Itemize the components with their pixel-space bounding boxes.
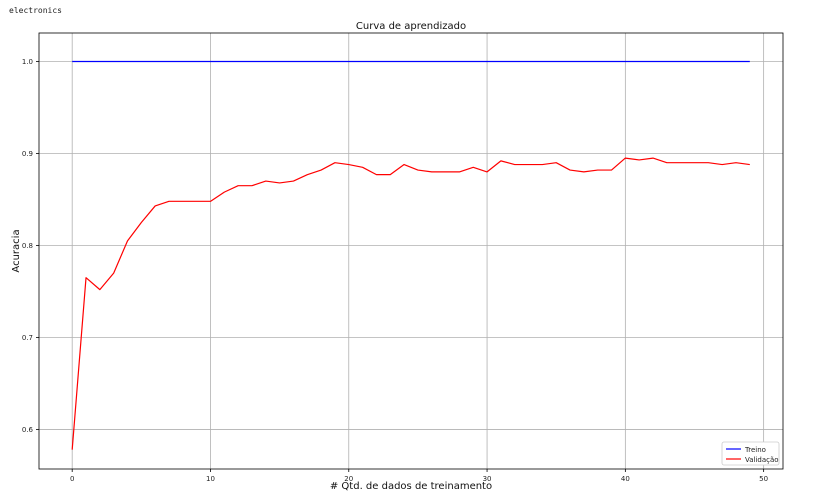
axis-ticks: 0 10 20 30 40 50 0.6 0.7 0.8 0.9 1.0 [22,58,768,483]
y-tick-label: 0.8 [22,242,33,250]
stdout-text: electronics [9,6,62,15]
legend: Treino Validação [721,441,780,466]
y-tick-label: 1.0 [22,58,33,66]
series-lines [71,60,750,450]
y-axis-label: Acuracia [11,229,22,272]
chart-title: Curva de aprendizado [356,21,466,32]
x-tick-label: 0 [70,475,74,483]
axes-frame [38,32,784,470]
legend-label-treino: Treino [744,446,766,454]
grid [39,33,783,469]
y-tick-label: 0.6 [22,426,34,434]
x-tick-label: 10 [206,475,215,483]
x-axis-label: # Qtd. de dados de treinamento [330,481,492,492]
plot-area [38,32,784,470]
x-tick-label: 20 [344,475,353,483]
y-tick-label: 0.7 [22,334,33,342]
x-tick-label: 40 [621,475,630,483]
series-line-validacao [71,157,750,450]
x-tick-label: 50 [759,475,768,483]
legend-label-validacao: Validação [745,456,779,464]
y-tick-label: 0.9 [22,150,33,158]
x-tick-label: 30 [483,475,492,483]
